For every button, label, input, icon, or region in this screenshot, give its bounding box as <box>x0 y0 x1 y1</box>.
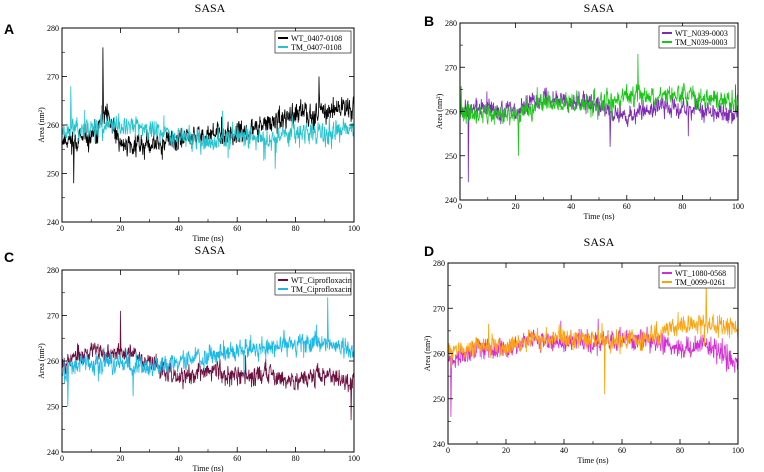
x-tick-label: 0 <box>458 202 462 211</box>
x-tick-label: 40 <box>175 224 183 233</box>
x-tick-label: 60 <box>623 202 631 211</box>
legend-entry: TM_0407-0108 <box>291 43 342 52</box>
y-tick-label: 260 <box>47 121 59 130</box>
x-axis-label: Time (ns) <box>192 464 223 472</box>
x-tick-label: 60 <box>233 454 241 463</box>
x-tick-label: 0 <box>60 224 64 233</box>
y-tick-label: 280 <box>433 259 445 268</box>
legend-entry: TM_N039-0003 <box>675 38 727 47</box>
x-axis-label: Time (ns) <box>583 212 614 221</box>
panel-b: B SASA 0 20 40 60 80 100 240 250 260 270 280 Time (ns… <box>424 1 744 221</box>
panel-letter: A <box>4 21 14 37</box>
y-tick-label: 280 <box>445 19 457 28</box>
y-tick-label: 270 <box>445 63 457 72</box>
series-line-tm_n039-0003 <box>460 53 738 156</box>
y-tick-label: 280 <box>47 24 59 33</box>
x-tick-label: 100 <box>348 224 360 233</box>
series-line-wt_ciprofloxacin <box>62 310 354 421</box>
legend-box <box>658 265 736 289</box>
chart-title: SASA <box>195 243 226 257</box>
x-tick-label: 0 <box>60 454 64 463</box>
legend-box <box>658 25 736 49</box>
series-line-tm_0407-0108 <box>62 86 354 169</box>
x-tick-label: 80 <box>676 446 684 455</box>
x-tick-label: 20 <box>502 446 510 455</box>
panel-letter: D <box>424 243 434 259</box>
legend-entry: WT_Ciprofloxacin <box>291 276 352 285</box>
series-line-wt_n039-0003 <box>460 84 738 183</box>
y-tick-label: 250 <box>47 403 59 412</box>
x-tick-label: 80 <box>678 202 686 211</box>
chart-title: SASA <box>584 235 615 249</box>
x-tick-label: 40 <box>567 202 575 211</box>
panel-c: C SASA 0 20 40 60 80 100 240 250 260 270 280 Time (ns… <box>4 243 360 472</box>
panel-letter: B <box>424 13 434 29</box>
y-tick-label: 260 <box>47 357 59 366</box>
legend-box <box>274 30 352 54</box>
x-tick-label: 100 <box>732 446 744 455</box>
legend-box <box>274 272 352 296</box>
legend-entry: TM_Ciprofloxacin <box>291 285 351 294</box>
y-tick-label: 260 <box>433 350 445 359</box>
chart-title: SASA <box>584 1 615 15</box>
x-tick-label: 0 <box>446 446 450 455</box>
legend-entry: WT_1080-0568 <box>675 269 726 278</box>
x-tick-label: 80 <box>292 454 300 463</box>
x-tick-label: 60 <box>618 446 626 455</box>
y-tick-label: 240 <box>47 448 59 457</box>
y-axis-label: Area (nm²) <box>37 343 46 379</box>
x-tick-label: 80 <box>292 224 300 233</box>
x-tick-label: 100 <box>348 454 360 463</box>
panel-a: A SASA 0 20 40 60 80 100 240 250 260 270 280 Time (ns… <box>4 1 360 243</box>
legend-entry: TM_0099-0261 <box>675 278 726 287</box>
y-tick-label: 240 <box>433 440 445 449</box>
y-tick-label: 270 <box>433 304 445 313</box>
x-tick-label: 40 <box>175 454 183 463</box>
y-tick-label: 250 <box>433 395 445 404</box>
panel-letter: C <box>4 249 14 265</box>
chart-title: SASA <box>195 1 226 15</box>
y-axis-label: Area (nm²) <box>37 107 46 143</box>
legend-entry: WT_N039-0003 <box>675 29 728 38</box>
y-tick-label: 270 <box>47 73 59 82</box>
y-tick-label: 280 <box>47 266 59 275</box>
legend-entry: WT_0407-0108 <box>291 34 342 43</box>
series-line-tm_0099-0261 <box>448 281 738 395</box>
y-tick-label: 240 <box>47 218 59 227</box>
x-tick-label: 60 <box>233 224 241 233</box>
y-tick-label: 240 <box>445 196 457 205</box>
y-tick-label: 260 <box>445 108 457 117</box>
x-axis-label: Time (ns) <box>192 234 223 243</box>
x-tick-label: 20 <box>116 224 124 233</box>
y-tick-label: 250 <box>47 170 59 179</box>
x-tick-label: 20 <box>116 454 124 463</box>
x-axis-label: Time (ns) <box>577 456 608 465</box>
x-tick-label: 20 <box>512 202 520 211</box>
y-axis-label: Area (nm²) <box>435 93 444 129</box>
series-line-tm_ciprofloxacin <box>62 297 354 407</box>
series-line-wt_1080-0568 <box>448 318 738 417</box>
series-line-wt_0407-0108 <box>62 47 354 184</box>
y-axis-label: Area (nm²) <box>423 335 432 371</box>
y-tick-label: 250 <box>445 152 457 161</box>
x-tick-label: 40 <box>560 446 568 455</box>
y-tick-label: 270 <box>47 312 59 321</box>
x-tick-label: 100 <box>732 202 744 211</box>
panel-d: D SASA 0 20 40 60 80 100 240 250 260 270 280 Time (ns… <box>423 235 744 465</box>
